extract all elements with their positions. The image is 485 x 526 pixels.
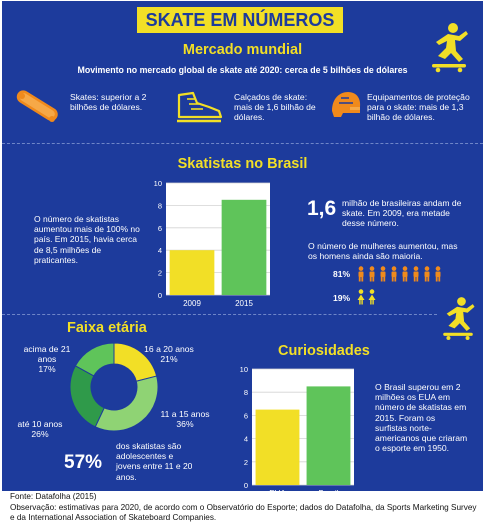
title-banner bbox=[137, 7, 343, 33]
bar bbox=[169, 250, 215, 295]
y-tick-label: 10 bbox=[154, 179, 162, 188]
bar bbox=[255, 409, 300, 485]
man-icon bbox=[424, 266, 430, 282]
sneaker-icon bbox=[177, 91, 223, 123]
man-icon bbox=[369, 266, 375, 282]
age-label-16-20: 16 a 20 anos 21% bbox=[138, 344, 200, 364]
skater-icon bbox=[432, 23, 468, 73]
donut-slice bbox=[69, 365, 105, 428]
faixa-big-percent: 57% bbox=[64, 452, 103, 473]
y-tick-label: 2 bbox=[158, 269, 162, 278]
woman-icon bbox=[368, 289, 376, 305]
skaters-bar-chart: 0 2 4 6 8 10 2009 2015 bbox=[154, 179, 270, 308]
curiosidades-text: O Brasil superou em 2 milhões os EUA em … bbox=[375, 382, 468, 454]
y-tick-label: 10 bbox=[240, 365, 248, 374]
age-percent-label: 21% bbox=[160, 354, 178, 365]
man-icon bbox=[413, 266, 419, 282]
man-icon bbox=[391, 266, 397, 282]
age-range-label: acima de 21 anos bbox=[23, 344, 71, 365]
section-divider bbox=[2, 314, 437, 315]
men-pictogram-row bbox=[356, 266, 476, 282]
y-tick-label: 6 bbox=[158, 224, 162, 233]
age-percent-label: 17% bbox=[38, 364, 56, 375]
man-icon bbox=[380, 266, 386, 282]
age-label-ate-10: até 10 anos 26% bbox=[14, 419, 66, 439]
page-title: SKATE EM NÚMEROS bbox=[145, 10, 335, 30]
age-label-11-15: 11 a 15 anos 36% bbox=[154, 409, 216, 429]
gender-text: O número de mulheres aumentou, mas os ho… bbox=[308, 241, 458, 262]
x-tick-label: EUA bbox=[269, 489, 286, 491]
y-tick-label: 8 bbox=[244, 388, 248, 397]
x-tick-label: 2015 bbox=[235, 299, 253, 308]
faixa-big-text: dos skatistas são adolescentes e jovens … bbox=[116, 441, 193, 482]
bar bbox=[221, 199, 267, 295]
woman-icon bbox=[357, 289, 365, 305]
y-tick-label: 2 bbox=[244, 458, 248, 467]
donut-slice bbox=[113, 342, 158, 382]
x-tick-label: 2009 bbox=[183, 299, 201, 308]
brasil-heading: Skatistas no Brasil bbox=[177, 156, 308, 172]
y-tick-label: 4 bbox=[158, 246, 162, 255]
brasil-big-number: 1,6 bbox=[307, 197, 337, 220]
country-bar-chart: 0 2 4 6 8 10 EUA Brasil bbox=[240, 365, 354, 491]
curiosidades-heading: Curiosidades bbox=[278, 343, 370, 359]
man-icon bbox=[435, 266, 441, 282]
age-range-label: 11 a 15 anos bbox=[160, 409, 210, 419]
x-tick-label: Brasil bbox=[318, 489, 338, 491]
section-divider bbox=[2, 143, 483, 144]
women-percent: 19% bbox=[333, 293, 351, 303]
source-text: Fonte: Datafolha (2015) bbox=[10, 492, 97, 501]
market-protection-text: Equipamentos de proteção para o skate: m… bbox=[367, 92, 470, 123]
market-skates-text: Skates: superior a 2 bilhões de dólares. bbox=[70, 92, 147, 113]
age-donut-chart bbox=[69, 342, 159, 432]
y-tick-label: 6 bbox=[244, 411, 248, 420]
helmet-icon bbox=[332, 92, 361, 117]
faixa-heading: Faixa etária bbox=[67, 320, 147, 336]
age-percent-label: 36% bbox=[176, 419, 194, 430]
man-icon bbox=[402, 266, 408, 282]
brasil-left-text: O número de skatistas aumentou mais de 1… bbox=[34, 214, 140, 265]
donut-slice bbox=[74, 342, 115, 377]
infographic-poster: SKATE EM NÚMEROS Mercado mundial Movimen… bbox=[2, 1, 483, 491]
y-tick-label: 0 bbox=[158, 291, 162, 300]
age-percent-label: 26% bbox=[31, 429, 49, 440]
footnote-text: Observação: estimativas para 2020, de ac… bbox=[10, 503, 477, 522]
skateboard-icon bbox=[16, 90, 58, 122]
bar bbox=[306, 386, 351, 485]
man-icon bbox=[358, 266, 364, 282]
age-range-label: até 10 anos bbox=[17, 419, 63, 429]
brasil-big-text: milhão de brasileiras andam de skate. Em… bbox=[342, 198, 462, 229]
men-percent: 81% bbox=[333, 269, 351, 279]
market-subtitle: Movimento no mercado global de skate até… bbox=[77, 65, 408, 75]
y-tick-label: 4 bbox=[244, 435, 248, 444]
women-pictogram-row bbox=[356, 289, 416, 305]
market-shoes-text: Calçados de skate: mais de 1,6 bilhão de… bbox=[234, 92, 316, 123]
y-tick-label: 8 bbox=[158, 201, 162, 210]
y-tick-label: 0 bbox=[244, 481, 248, 490]
age-range-label: 16 a 20 anos bbox=[144, 344, 194, 354]
age-label-21plus: acima de 21 anos 17% bbox=[14, 344, 80, 375]
market-heading: Mercado mundial bbox=[182, 42, 303, 58]
skater-icon bbox=[443, 297, 475, 340]
donut-slice bbox=[94, 375, 159, 432]
